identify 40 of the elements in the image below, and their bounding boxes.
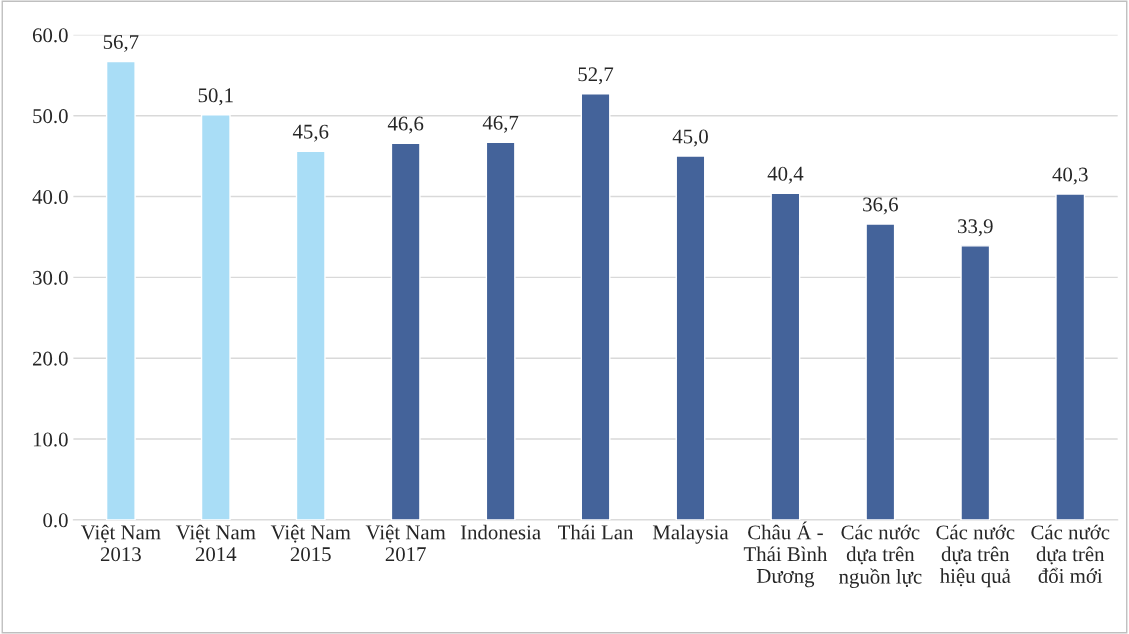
y-tick-label: 10.0	[33, 432, 68, 447]
bar	[1055, 193, 1086, 520]
bar	[390, 142, 421, 520]
y-tick-label: 60.0	[32, 28, 68, 43]
x-tick-label: Việt Nam 2015	[270, 524, 351, 562]
data-label: 46,6	[387, 116, 424, 134]
y-tick-label: 0.0	[43, 513, 68, 528]
y-tick-label: 40.0	[32, 189, 68, 205]
data-label: 36,6	[863, 197, 898, 215]
x-tick-label: Các nước dựa trên hiệu quả	[936, 524, 1015, 588]
y-tick-label: 20.0	[32, 351, 68, 366]
x-tick-label: Thái Lan	[558, 524, 634, 540]
bar	[960, 245, 991, 520]
data-label: 46,7	[482, 115, 519, 133]
bar	[200, 114, 231, 520]
x-tick-label: Malaysia	[652, 524, 729, 544]
bar	[580, 93, 611, 520]
x-tick-label: Châu Á - Thái Bình Dương	[743, 521, 828, 588]
data-label: 45,6	[292, 124, 329, 142]
data-label: 40,3	[1052, 167, 1088, 185]
data-label: 50,1	[198, 88, 233, 106]
bar	[770, 192, 801, 520]
x-tick-label: Các nước dựa trên đổi mới	[1031, 524, 1110, 583]
bar	[295, 150, 326, 520]
data-label: 52,7	[578, 67, 614, 85]
x-tick-label: Indonesia	[460, 524, 541, 540]
data-label: 45,0	[672, 129, 708, 147]
x-tick-label: Việt Nam 2017	[365, 524, 446, 562]
y-tick-label: 50.0	[33, 109, 68, 124]
x-tick-label: Các nước dựa trên nguồn lực	[839, 524, 922, 589]
data-label: 40,4	[767, 166, 804, 184]
y-tick-label: 30.0	[33, 270, 68, 285]
bar	[865, 223, 896, 520]
x-tick-label: Việt Nam 2013	[80, 524, 161, 562]
bar	[675, 155, 706, 520]
bar	[105, 60, 136, 520]
bar	[485, 141, 516, 520]
data-label: 56,7	[103, 34, 139, 52]
x-tick-label: Việt Nam 2014	[175, 524, 256, 562]
data-label: 33,9	[958, 219, 993, 237]
